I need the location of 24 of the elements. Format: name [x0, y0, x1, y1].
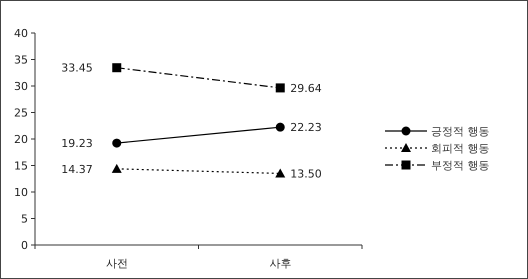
y-tick-label: 30 — [14, 80, 28, 93]
data-label: 14.37 — [61, 162, 93, 176]
point — [112, 63, 122, 72]
y-tick-label: 0 — [21, 239, 28, 252]
point — [276, 83, 285, 92]
legend-label: 긍정적 행동 — [431, 125, 490, 138]
y-tick-label: 5 — [21, 212, 28, 226]
y-tick-label: 35 — [14, 54, 28, 66]
legend-label: 부정적 행동 — [431, 159, 490, 172]
y-tick-label: 15 — [14, 160, 28, 172]
x-tick-label: 사후 — [269, 257, 292, 270]
y-tick-label: 40 — [14, 27, 28, 40]
data-label: 19.23 — [61, 137, 93, 150]
y-tick-label: 10 — [14, 186, 28, 199]
data-label: 13.50 — [290, 167, 322, 180]
data-label: 22.23 — [290, 121, 322, 134]
data-label: 33.45 — [61, 62, 93, 75]
y-tick-label: 25 — [14, 106, 28, 120]
data-label: 29.64 — [290, 82, 322, 95]
legend-label: 회피적 행동 — [431, 142, 490, 155]
x-tick-label: 사전 — [106, 257, 128, 270]
y-tick-label: 20 — [14, 133, 28, 146]
point — [112, 138, 122, 148]
point — [276, 122, 285, 132]
